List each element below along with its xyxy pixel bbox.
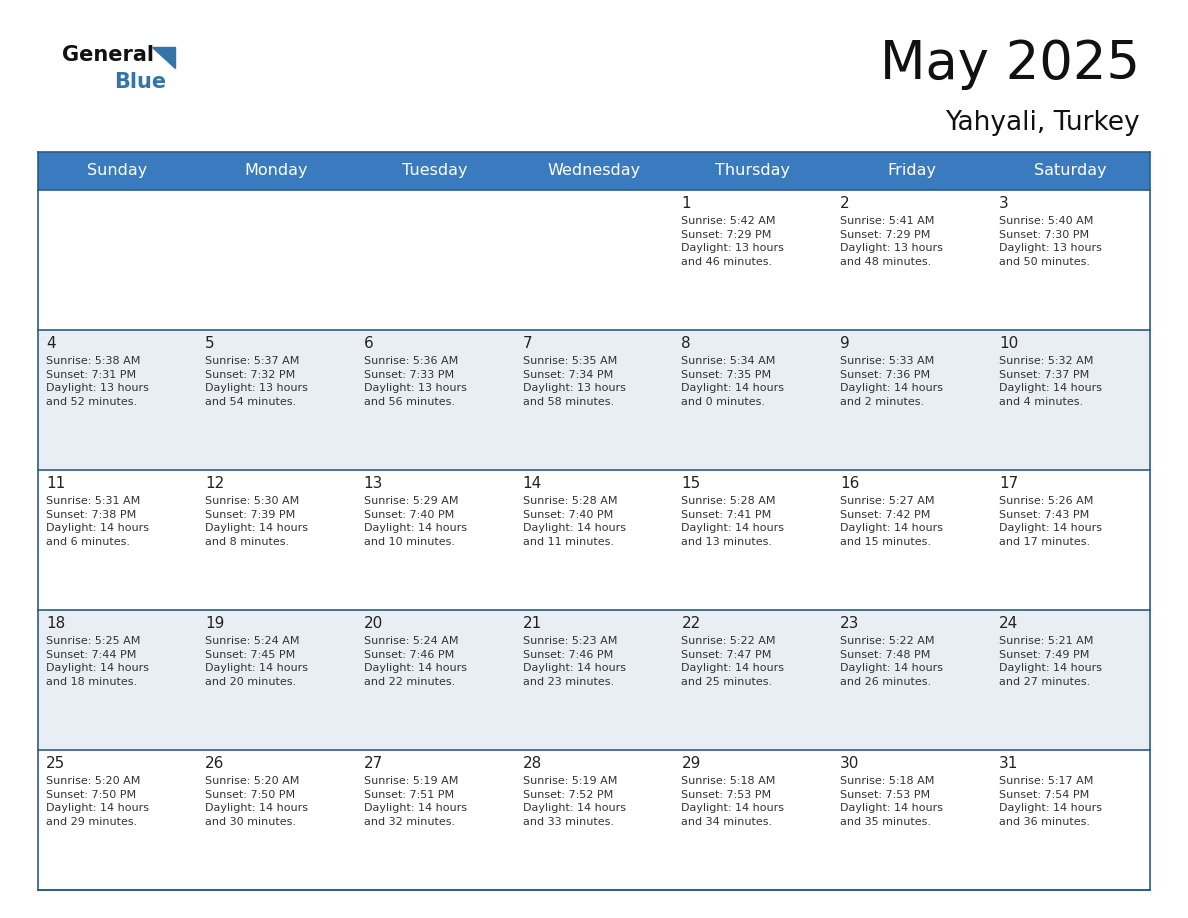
Text: Sunrise: 5:42 AM
Sunset: 7:29 PM
Daylight: 13 hours
and 46 minutes.: Sunrise: 5:42 AM Sunset: 7:29 PM Dayligh… [682,216,784,267]
Text: 10: 10 [999,336,1018,351]
Text: Sunrise: 5:30 AM
Sunset: 7:39 PM
Daylight: 14 hours
and 8 minutes.: Sunrise: 5:30 AM Sunset: 7:39 PM Dayligh… [204,496,308,547]
Polygon shape [152,47,175,68]
Text: Sunrise: 5:28 AM
Sunset: 7:41 PM
Daylight: 14 hours
and 13 minutes.: Sunrise: 5:28 AM Sunset: 7:41 PM Dayligh… [682,496,784,547]
Text: 29: 29 [682,756,701,771]
Text: 5: 5 [204,336,215,351]
Text: 1: 1 [682,196,691,211]
Text: General: General [62,45,154,65]
Text: 18: 18 [46,616,65,631]
Text: Sunrise: 5:17 AM
Sunset: 7:54 PM
Daylight: 14 hours
and 36 minutes.: Sunrise: 5:17 AM Sunset: 7:54 PM Dayligh… [999,776,1102,827]
Text: Sunrise: 5:26 AM
Sunset: 7:43 PM
Daylight: 14 hours
and 17 minutes.: Sunrise: 5:26 AM Sunset: 7:43 PM Dayligh… [999,496,1102,547]
Text: Sunrise: 5:33 AM
Sunset: 7:36 PM
Daylight: 14 hours
and 2 minutes.: Sunrise: 5:33 AM Sunset: 7:36 PM Dayligh… [840,356,943,407]
Text: Sunday: Sunday [87,163,147,178]
Text: Sunrise: 5:27 AM
Sunset: 7:42 PM
Daylight: 14 hours
and 15 minutes.: Sunrise: 5:27 AM Sunset: 7:42 PM Dayligh… [840,496,943,547]
Text: 28: 28 [523,756,542,771]
Text: Sunrise: 5:21 AM
Sunset: 7:49 PM
Daylight: 14 hours
and 27 minutes.: Sunrise: 5:21 AM Sunset: 7:49 PM Dayligh… [999,636,1102,687]
Text: 15: 15 [682,476,701,491]
Text: Monday: Monday [245,163,308,178]
Text: Sunrise: 5:18 AM
Sunset: 7:53 PM
Daylight: 14 hours
and 35 minutes.: Sunrise: 5:18 AM Sunset: 7:53 PM Dayligh… [840,776,943,827]
Text: Sunrise: 5:20 AM
Sunset: 7:50 PM
Daylight: 14 hours
and 30 minutes.: Sunrise: 5:20 AM Sunset: 7:50 PM Dayligh… [204,776,308,827]
Text: 31: 31 [999,756,1018,771]
Text: 23: 23 [840,616,860,631]
Text: Sunrise: 5:36 AM
Sunset: 7:33 PM
Daylight: 13 hours
and 56 minutes.: Sunrise: 5:36 AM Sunset: 7:33 PM Dayligh… [364,356,467,407]
Bar [38,190,1150,330]
Text: 20: 20 [364,616,383,631]
Bar [38,330,1150,470]
Text: Sunrise: 5:40 AM
Sunset: 7:30 PM
Daylight: 13 hours
and 50 minutes.: Sunrise: 5:40 AM Sunset: 7:30 PM Dayligh… [999,216,1102,267]
Text: Friday: Friday [887,163,936,178]
Text: Sunrise: 5:35 AM
Sunset: 7:34 PM
Daylight: 13 hours
and 58 minutes.: Sunrise: 5:35 AM Sunset: 7:34 PM Dayligh… [523,356,625,407]
Text: Sunrise: 5:34 AM
Sunset: 7:35 PM
Daylight: 14 hours
and 0 minutes.: Sunrise: 5:34 AM Sunset: 7:35 PM Dayligh… [682,356,784,407]
Text: 6: 6 [364,336,373,351]
Bar [197,152,355,190]
Text: Sunrise: 5:41 AM
Sunset: 7:29 PM
Daylight: 13 hours
and 48 minutes.: Sunrise: 5:41 AM Sunset: 7:29 PM Dayligh… [840,216,943,267]
Text: Blue: Blue [114,72,166,92]
Bar [38,750,1150,890]
Text: Sunrise: 5:22 AM
Sunset: 7:47 PM
Daylight: 14 hours
and 25 minutes.: Sunrise: 5:22 AM Sunset: 7:47 PM Dayligh… [682,636,784,687]
Text: 16: 16 [840,476,860,491]
Text: 25: 25 [46,756,65,771]
Bar [38,152,197,190]
Text: 17: 17 [999,476,1018,491]
Text: 27: 27 [364,756,383,771]
Text: 2: 2 [840,196,849,211]
Text: Sunrise: 5:37 AM
Sunset: 7:32 PM
Daylight: 13 hours
and 54 minutes.: Sunrise: 5:37 AM Sunset: 7:32 PM Dayligh… [204,356,308,407]
Text: Yahyali, Turkey: Yahyali, Turkey [946,110,1140,136]
Bar [674,152,833,190]
Text: Sunrise: 5:38 AM
Sunset: 7:31 PM
Daylight: 13 hours
and 52 minutes.: Sunrise: 5:38 AM Sunset: 7:31 PM Dayligh… [46,356,148,407]
Text: Sunrise: 5:29 AM
Sunset: 7:40 PM
Daylight: 14 hours
and 10 minutes.: Sunrise: 5:29 AM Sunset: 7:40 PM Dayligh… [364,496,467,547]
Text: Sunrise: 5:25 AM
Sunset: 7:44 PM
Daylight: 14 hours
and 18 minutes.: Sunrise: 5:25 AM Sunset: 7:44 PM Dayligh… [46,636,148,687]
Text: 4: 4 [46,336,56,351]
Bar [38,470,1150,610]
Text: Wednesday: Wednesday [548,163,640,178]
Text: Sunrise: 5:19 AM
Sunset: 7:51 PM
Daylight: 14 hours
and 32 minutes.: Sunrise: 5:19 AM Sunset: 7:51 PM Dayligh… [364,776,467,827]
Bar [514,152,674,190]
Text: Sunrise: 5:24 AM
Sunset: 7:45 PM
Daylight: 14 hours
and 20 minutes.: Sunrise: 5:24 AM Sunset: 7:45 PM Dayligh… [204,636,308,687]
Text: 12: 12 [204,476,225,491]
Text: 26: 26 [204,756,225,771]
Text: Sunrise: 5:31 AM
Sunset: 7:38 PM
Daylight: 14 hours
and 6 minutes.: Sunrise: 5:31 AM Sunset: 7:38 PM Dayligh… [46,496,148,547]
Text: 14: 14 [523,476,542,491]
Text: 30: 30 [840,756,860,771]
Text: Sunrise: 5:28 AM
Sunset: 7:40 PM
Daylight: 14 hours
and 11 minutes.: Sunrise: 5:28 AM Sunset: 7:40 PM Dayligh… [523,496,626,547]
Bar [991,152,1150,190]
Text: 21: 21 [523,616,542,631]
Text: 22: 22 [682,616,701,631]
Text: 3: 3 [999,196,1009,211]
Bar [38,610,1150,750]
Text: Saturday: Saturday [1035,163,1107,178]
Text: 9: 9 [840,336,851,351]
Text: Thursday: Thursday [715,163,790,178]
Text: Sunrise: 5:23 AM
Sunset: 7:46 PM
Daylight: 14 hours
and 23 minutes.: Sunrise: 5:23 AM Sunset: 7:46 PM Dayligh… [523,636,626,687]
Bar [833,152,991,190]
Text: 13: 13 [364,476,383,491]
Text: Sunrise: 5:18 AM
Sunset: 7:53 PM
Daylight: 14 hours
and 34 minutes.: Sunrise: 5:18 AM Sunset: 7:53 PM Dayligh… [682,776,784,827]
Text: Sunrise: 5:32 AM
Sunset: 7:37 PM
Daylight: 14 hours
and 4 minutes.: Sunrise: 5:32 AM Sunset: 7:37 PM Dayligh… [999,356,1102,407]
Text: Tuesday: Tuesday [403,163,468,178]
Text: Sunrise: 5:22 AM
Sunset: 7:48 PM
Daylight: 14 hours
and 26 minutes.: Sunrise: 5:22 AM Sunset: 7:48 PM Dayligh… [840,636,943,687]
Text: 24: 24 [999,616,1018,631]
Text: Sunrise: 5:24 AM
Sunset: 7:46 PM
Daylight: 14 hours
and 22 minutes.: Sunrise: 5:24 AM Sunset: 7:46 PM Dayligh… [364,636,467,687]
Text: Sunrise: 5:19 AM
Sunset: 7:52 PM
Daylight: 14 hours
and 33 minutes.: Sunrise: 5:19 AM Sunset: 7:52 PM Dayligh… [523,776,626,827]
Text: Sunrise: 5:20 AM
Sunset: 7:50 PM
Daylight: 14 hours
and 29 minutes.: Sunrise: 5:20 AM Sunset: 7:50 PM Dayligh… [46,776,148,827]
Text: 11: 11 [46,476,65,491]
Text: 7: 7 [523,336,532,351]
Text: 19: 19 [204,616,225,631]
Text: May 2025: May 2025 [880,38,1140,90]
Text: 8: 8 [682,336,691,351]
Bar [355,152,514,190]
